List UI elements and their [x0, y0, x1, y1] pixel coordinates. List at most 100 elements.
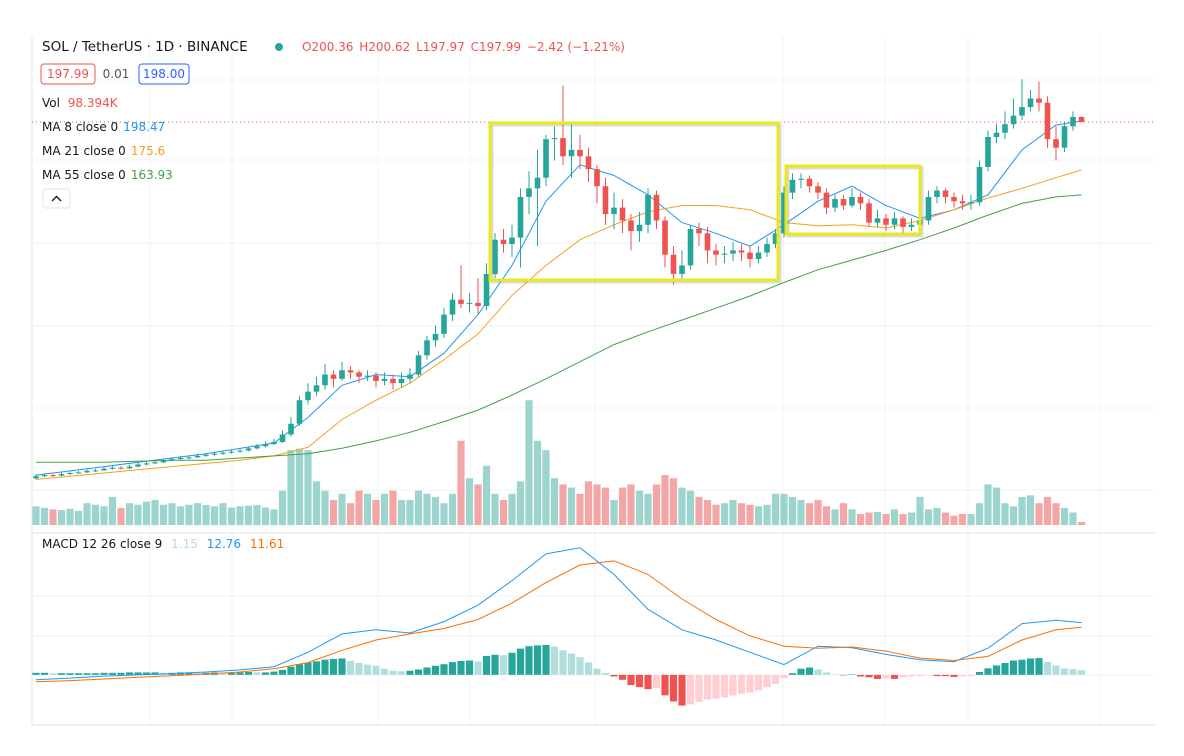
macd-histogram-bar [584, 662, 593, 675]
macd-histogram-bar [499, 655, 508, 675]
ask-price[interactable]: 198.00 [143, 67, 185, 81]
ma-value: 163.93 [131, 168, 173, 182]
volume-bar [516, 481, 525, 525]
candle-body [1044, 102, 1051, 140]
volume-bar [227, 507, 236, 525]
candle-body [1061, 126, 1068, 148]
bid-box[interactable] [40, 63, 96, 85]
candle-body [772, 233, 779, 245]
volume-bar [142, 501, 151, 525]
macd-histogram-bar [312, 661, 321, 675]
macd-histogram-bar [1018, 659, 1026, 675]
macd-histogram-bar [559, 650, 567, 675]
volume-bar [729, 500, 737, 525]
volume-bar [771, 493, 780, 525]
volume-bar [236, 506, 244, 525]
candle-body [874, 218, 881, 223]
candle-body [271, 441, 277, 445]
ma-legend: MA 8 close 0 198.47 MA 21 close 0 175.6 MA 5… [42, 120, 173, 182]
candle-body [619, 207, 626, 221]
candle-body [356, 372, 362, 377]
volume-bar [576, 493, 584, 525]
volume-bar [1001, 503, 1009, 525]
macd-histogram-bar [746, 674, 754, 693]
candle-body [866, 203, 872, 223]
candle-body [798, 178, 804, 180]
macd-histogram-bar [865, 674, 873, 678]
candle-body [398, 378, 405, 384]
candle-body [169, 459, 175, 461]
volume-bar [474, 484, 482, 525]
candle-body [305, 391, 311, 401]
volume-bar [380, 493, 389, 525]
ma-legend-item: MA 21 close 0 175.6 [42, 144, 165, 158]
candle-body [959, 201, 966, 204]
candle-body [653, 194, 660, 221]
candle-body [313, 385, 320, 392]
volume-bar [219, 503, 227, 525]
macd-histogram-bar [66, 673, 74, 675]
ohlc-high: H200.62 [359, 40, 410, 54]
candle-body [415, 355, 422, 375]
bid-price[interactable]: 197.99 [47, 67, 89, 81]
volume-bar [83, 503, 91, 525]
macd-histogram-bar [482, 656, 491, 675]
macd-histogram-bar [219, 672, 227, 675]
macd-histogram-bar [805, 667, 814, 675]
symbol-title: SOL / TetherUS · 1D · BINANCE [42, 39, 248, 55]
volume-bar [355, 490, 363, 525]
volume-bar [890, 509, 899, 525]
volume-bar [66, 508, 74, 525]
signal-value: 11.61 [250, 537, 284, 551]
ask-box[interactable] [138, 63, 190, 85]
macd-histogram-bar [1060, 668, 1069, 675]
candle-body [1078, 116, 1085, 123]
candle-body [381, 378, 388, 381]
collapse-button[interactable] [42, 188, 71, 209]
candle-body [900, 218, 906, 227]
candle-body [840, 199, 847, 206]
macd-histogram-bar [652, 674, 661, 688]
box-shadow [786, 166, 924, 238]
candle-body [177, 458, 184, 460]
candle-body [585, 156, 592, 170]
signal-line [35, 560, 1082, 683]
macd-histogram-bar [890, 674, 899, 679]
macd-histogram-bar [567, 653, 576, 675]
macd-histogram-bar [1043, 661, 1052, 675]
volume-bar [278, 490, 287, 525]
volume-bar [907, 512, 916, 525]
candle-body [747, 252, 753, 259]
candle-body [1010, 115, 1017, 125]
candle-body [50, 475, 56, 477]
candle-body [738, 250, 745, 253]
candle-body [1002, 124, 1008, 133]
collapse-icon[interactable] [51, 195, 62, 202]
candle-body [509, 237, 515, 245]
volume-bar [984, 484, 992, 525]
candle-body [109, 467, 116, 469]
candle-body [806, 178, 813, 187]
volume-bar [593, 484, 601, 525]
volume-bar [363, 493, 372, 525]
macd-histogram-bar [856, 674, 865, 677]
candle-body [577, 149, 583, 157]
candle-body [832, 199, 838, 208]
volume-bar [941, 512, 950, 525]
candle-body [628, 220, 634, 232]
candle-body [764, 244, 770, 253]
macd-histogram-bar [882, 674, 890, 679]
macd-histogram-bar [465, 660, 474, 675]
volume-bar [57, 510, 66, 525]
macd-histogram-bar [516, 648, 525, 675]
macd-histogram-bar [304, 662, 312, 675]
macd-histogram-bar [933, 674, 941, 677]
volume-bar [924, 509, 933, 525]
macd-histogram-bar [1001, 662, 1009, 675]
candle-body [143, 463, 150, 465]
macd-histogram-bar [1052, 665, 1060, 675]
candle-body [458, 299, 464, 304]
macd-histogram-bar [950, 674, 958, 677]
macd-histogram-bar [270, 671, 278, 675]
macd-histogram-bar [958, 674, 967, 677]
